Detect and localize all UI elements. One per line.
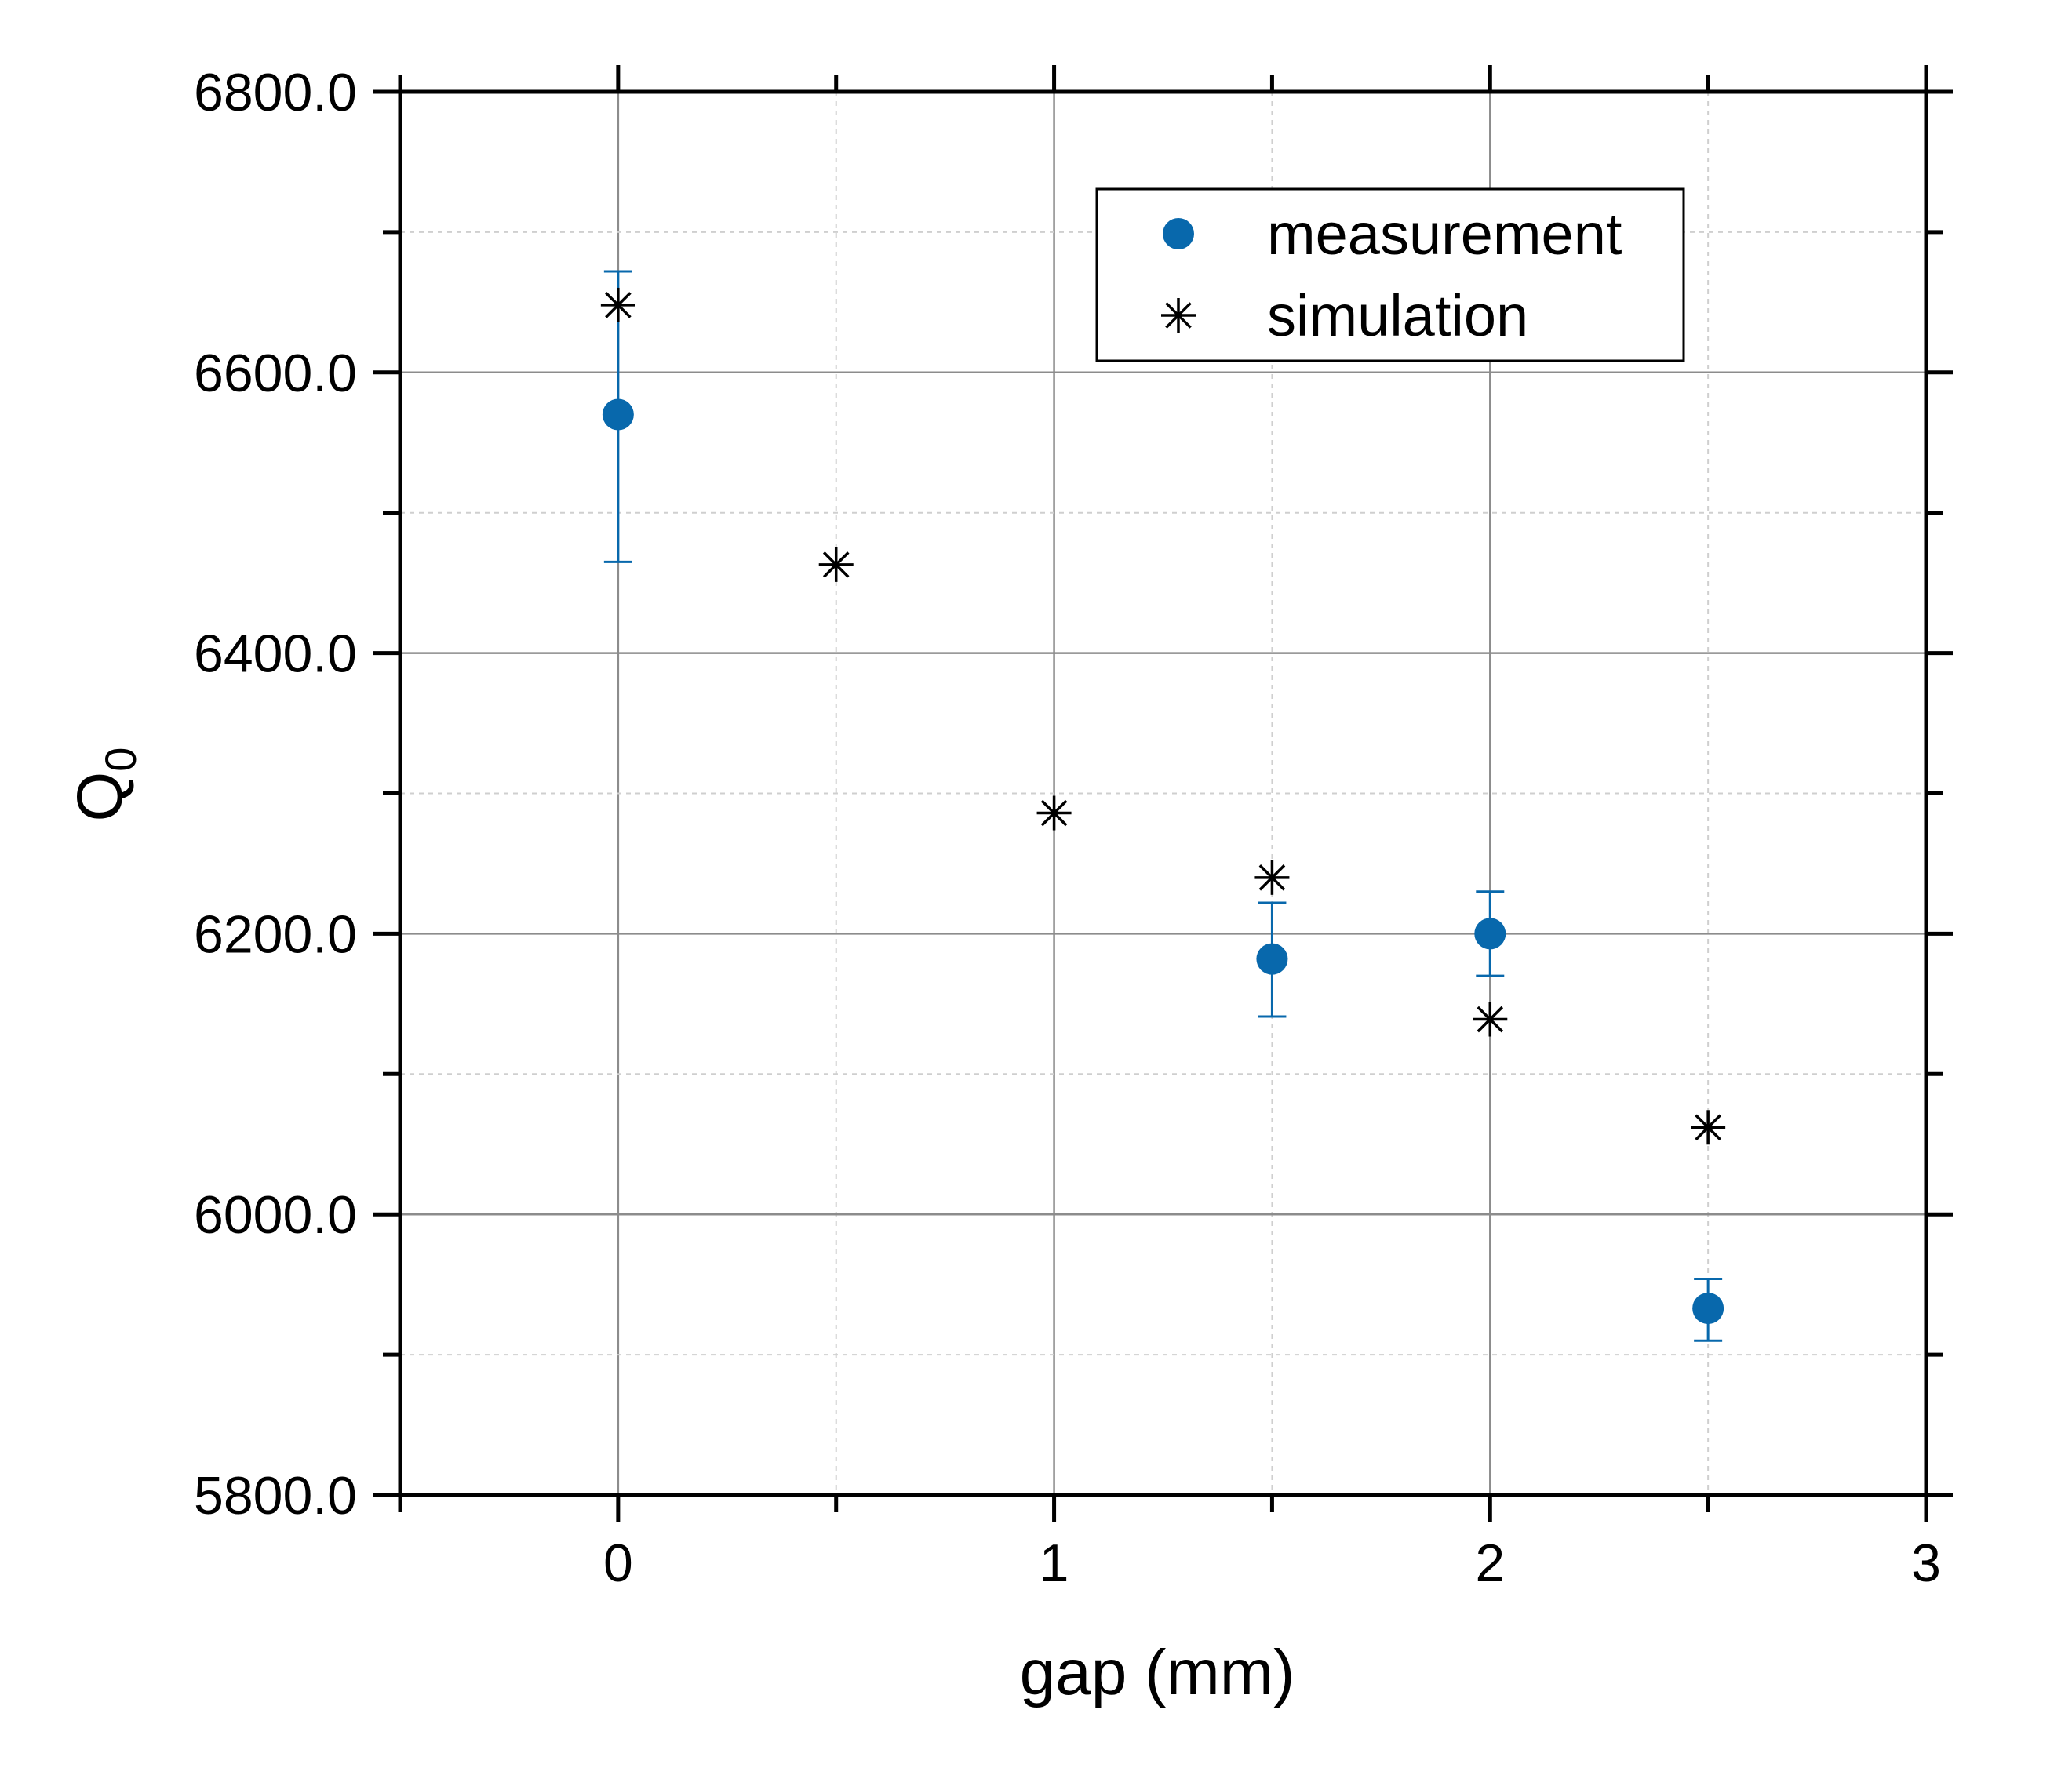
y-tick-label: 6000.0: [194, 1185, 357, 1245]
x-tick-label: 0: [603, 1533, 633, 1593]
asterisk-stroke: [1258, 864, 1286, 891]
y-tick-label: 6800.0: [194, 63, 357, 122]
data-point-simulation: [600, 287, 635, 322]
data-point-simulation: [1254, 860, 1290, 895]
data-point-simulation: [1691, 1110, 1726, 1145]
data-point-measurement: [1692, 1293, 1724, 1325]
legend: measurement simulation: [1095, 187, 1685, 362]
y-tick-label: 5800.0: [194, 1466, 357, 1526]
data-point-simulation: [1473, 1002, 1508, 1037]
series-layer: [600, 270, 1726, 1342]
legend-box: [1095, 187, 1685, 362]
x-tick-label: 2: [1475, 1533, 1505, 1593]
asterisk-stroke: [1165, 302, 1192, 329]
asterisk-stroke: [605, 292, 632, 318]
legend-marker-measurement: [1163, 218, 1194, 249]
y-tick-label: 6200.0: [194, 904, 357, 964]
legend-marker-simulation: [1161, 298, 1196, 333]
asterisk-stroke: [1695, 1114, 1721, 1141]
data-point-measurement: [602, 398, 634, 431]
y-tick-label: 6400.0: [194, 624, 357, 684]
svg-text:Q0: Q0: [64, 748, 145, 822]
asterisk-stroke: [1040, 799, 1068, 827]
data-point-measurement: [1474, 918, 1506, 950]
legend-label-simulation: simulation: [1267, 283, 1528, 348]
legend-label-measurement: measurement: [1267, 202, 1622, 267]
asterisk-stroke: [1477, 1006, 1504, 1033]
tick-labels: 0 1 2 3 5800.0 6000.0 6200.0 6400.0 6600.0 6800.0: [194, 63, 1941, 1593]
x-axis-title: gap (mm): [1020, 1637, 1295, 1708]
x-tick-label: 3: [1911, 1533, 1941, 1593]
legend-symbol: [1161, 298, 1196, 333]
legend-symbol: [1163, 218, 1194, 249]
y-axis-title: Q0: [64, 748, 145, 822]
series-simulation: [600, 287, 1726, 1145]
x-tick-label: 1: [1040, 1533, 1069, 1593]
y-axis-title-main: Q: [64, 772, 136, 822]
y-tick-label: 6600.0: [194, 344, 357, 403]
tick-marks: [373, 65, 1953, 1522]
y-axis-title-subscript: 0: [96, 748, 145, 772]
data-point-simulation: [1036, 795, 1072, 831]
data-point-simulation: [818, 547, 854, 582]
asterisk-stroke: [822, 551, 850, 578]
series-measurement: [602, 270, 1724, 1342]
data-point-measurement: [1256, 943, 1288, 975]
